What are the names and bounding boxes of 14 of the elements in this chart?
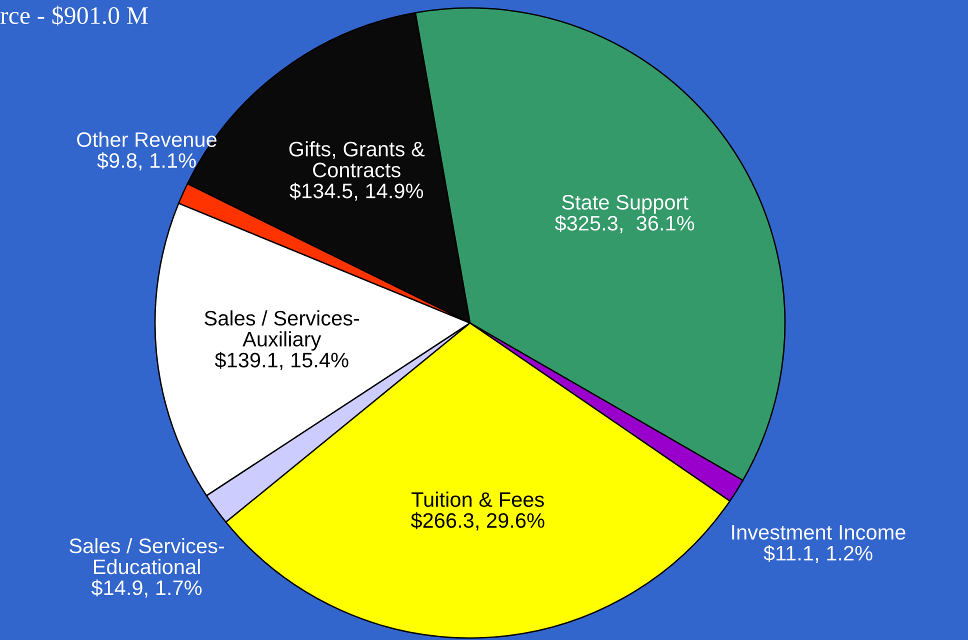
slice-label: Sales / Services- Auxiliary xyxy=(204,310,360,351)
slice-label: Tuition & Fees xyxy=(412,492,544,507)
slice-label: State Support xyxy=(562,194,688,214)
slice-label: Gifts, Grants & Contracts xyxy=(289,141,425,178)
data-label: $139.1, 15.4% xyxy=(214,352,348,370)
data-label: $14.9, 1.7% xyxy=(91,580,202,598)
chart-title: rce - $901.0 M xyxy=(0,6,148,26)
data-label: $266.3, 29.6% xyxy=(410,512,544,530)
slice-label: Investment Income xyxy=(732,525,906,540)
data-label: $9.8, 1.1% xyxy=(97,152,196,170)
data-label: $325.3, 36.1% xyxy=(554,214,694,234)
slice-label: Sales / Services- Educational xyxy=(70,538,224,574)
data-label: $134.5, 14.9% xyxy=(290,182,424,201)
data-label: $11.1, 1.2% xyxy=(764,544,872,564)
